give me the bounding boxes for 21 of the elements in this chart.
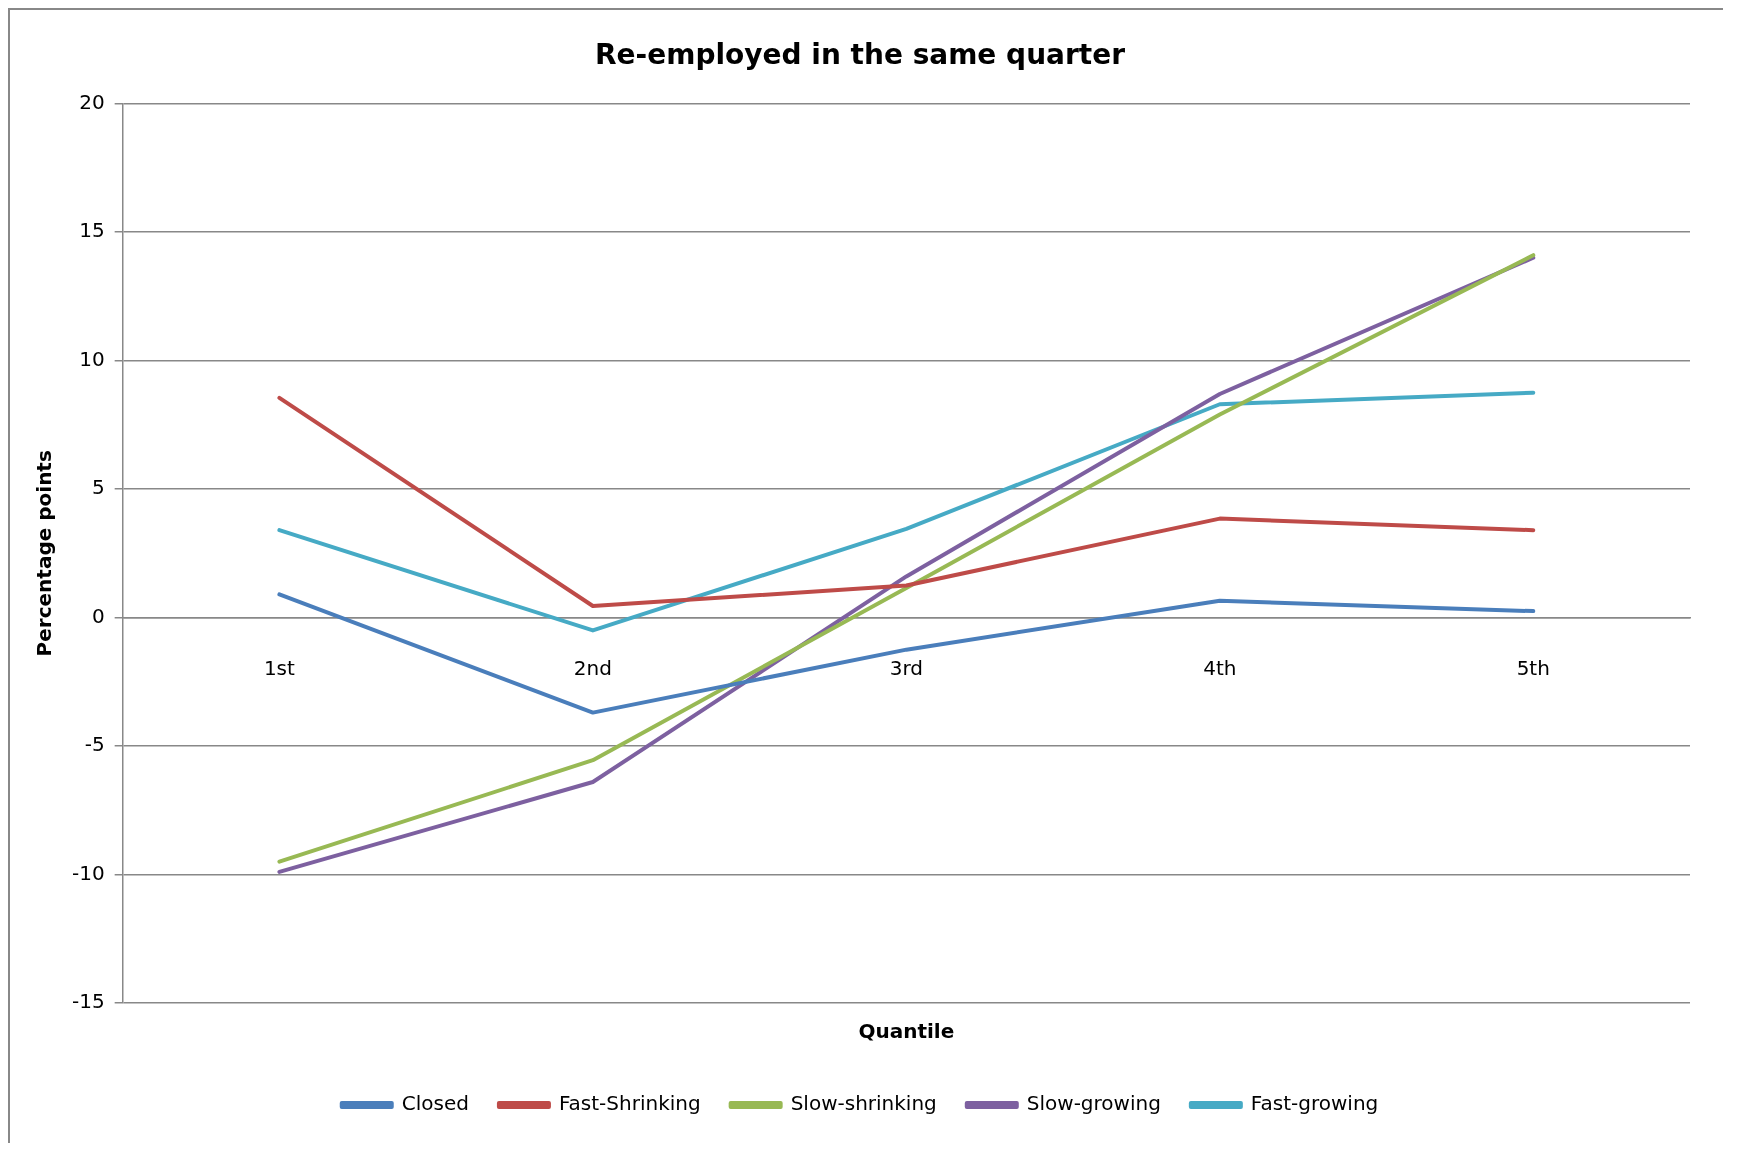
y-tick-label: -5 xyxy=(84,732,105,757)
x-tick-label: 4th xyxy=(1203,655,1237,680)
legend-label: Slow-shrinking xyxy=(790,1091,937,1116)
x-tick-label: 2nd xyxy=(573,655,612,680)
legend-label: Slow-growing xyxy=(1026,1091,1161,1116)
legend-label: Closed xyxy=(401,1091,469,1116)
y-tick-label: 15 xyxy=(79,218,105,243)
chart-title: Re-employed in the same quarter xyxy=(595,38,1126,72)
legend-label: Fast-Shrinking xyxy=(558,1091,701,1116)
y-axis-title: Percentage points xyxy=(32,450,57,657)
legend-label: Fast-growing xyxy=(1250,1091,1379,1116)
x-tick-label: 3rd xyxy=(889,655,923,680)
y-tick-label: 0 xyxy=(91,603,105,628)
x-tick-label: 5th xyxy=(1516,655,1550,680)
y-tick-label: 10 xyxy=(79,346,105,371)
x-tick-label: 1st xyxy=(263,655,296,680)
y-tick-label: -15 xyxy=(71,989,105,1014)
x-axis-title: Quantile xyxy=(858,1019,955,1044)
y-tick-label: 20 xyxy=(79,89,105,114)
y-tick-label: 5 xyxy=(91,475,105,500)
y-tick-label: -10 xyxy=(71,860,105,885)
